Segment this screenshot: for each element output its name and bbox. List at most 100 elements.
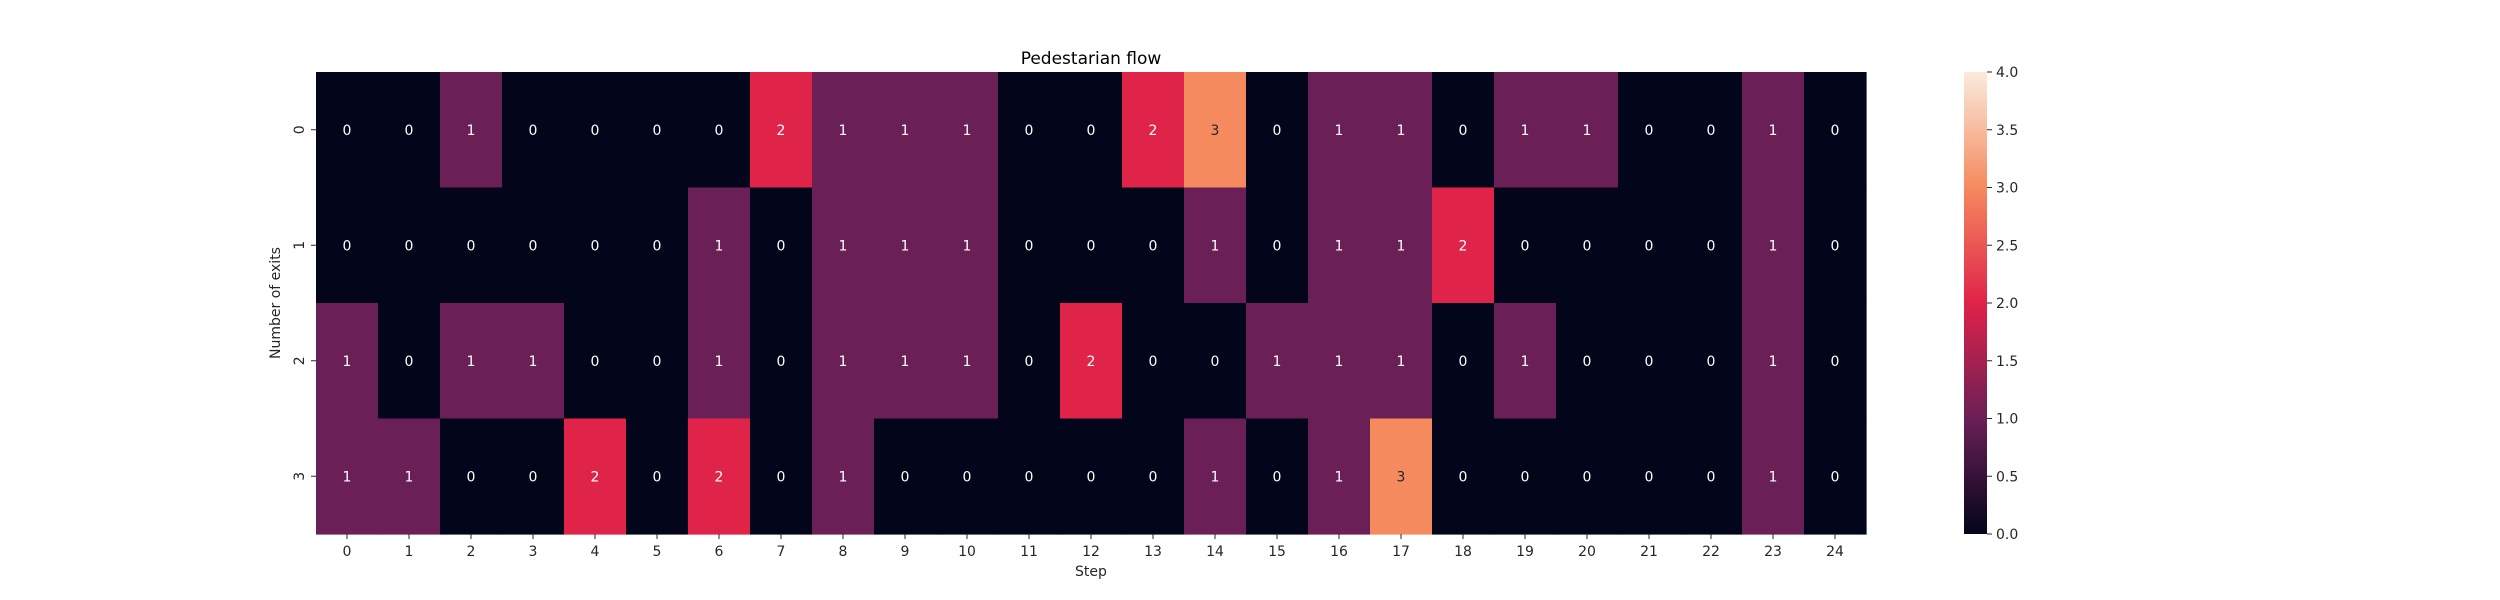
- cell-value-label: 0: [1087, 238, 1096, 254]
- heatmap-cell: [440, 72, 503, 189]
- x-tick-label: 0: [343, 544, 352, 560]
- cell-value-label: 3: [1211, 123, 1220, 139]
- cell-value-label: 1: [1769, 238, 1778, 254]
- cell-value-label: 1: [839, 238, 848, 254]
- heatmap-cell: [440, 187, 503, 304]
- x-tick-label: 10: [958, 544, 976, 560]
- cell-value-label: 1: [1211, 238, 1220, 254]
- heatmap-cell: [1680, 72, 1743, 189]
- cell-value-label: 0: [529, 238, 538, 254]
- heatmap-cell: [316, 303, 379, 420]
- heatmap-cell: [750, 187, 813, 304]
- heatmap-cell: [1618, 187, 1681, 304]
- x-tick-label: 7: [777, 544, 786, 560]
- cell-value-label: 1: [1335, 123, 1344, 139]
- heatmap-cell: [1432, 72, 1495, 189]
- x-tick-label: 2: [467, 544, 476, 560]
- heatmap-cell: [378, 303, 441, 420]
- heatmap-cell: [1804, 418, 1867, 535]
- x-tick-label: 3: [529, 544, 538, 560]
- cell-value-label: 1: [1583, 123, 1592, 139]
- cell-value-label: 0: [467, 238, 476, 254]
- cell-value-label: 0: [529, 123, 538, 139]
- heatmap-cell: [998, 72, 1061, 189]
- heatmap-cell: [378, 72, 441, 189]
- cell-value-label: 0: [1025, 469, 1034, 485]
- heatmap-cell: [316, 72, 379, 189]
- cell-value-label: 1: [1769, 469, 1778, 485]
- heatmap-cell: [564, 303, 627, 420]
- cell-value-label: 0: [343, 123, 352, 139]
- cell-value-label: 2: [1149, 123, 1158, 139]
- colorbar-tick-label: 1.5: [1996, 354, 2018, 370]
- cell-value-label: 0: [1645, 123, 1654, 139]
- heatmap-cell: [1556, 418, 1619, 535]
- heatmap-cell: [1308, 187, 1371, 304]
- heatmap-cell: [1184, 418, 1247, 535]
- heatmap-cell: [1246, 303, 1309, 420]
- heatmap-cell: [1494, 72, 1557, 189]
- cell-value-label: 1: [1397, 354, 1406, 370]
- cell-value-label: 0: [1025, 123, 1034, 139]
- chart-title: Pedestarian flow: [1021, 49, 1162, 69]
- y-axis: 0 1 2 3: [292, 125, 316, 481]
- cell-value-label: 1: [1769, 354, 1778, 370]
- heatmap-cell: [1246, 72, 1309, 189]
- heatmap-cell: [502, 303, 565, 420]
- y-tick-label: 2: [292, 356, 308, 365]
- cell-value-label: 1: [1335, 238, 1344, 254]
- cell-value-label: 1: [343, 354, 352, 370]
- cell-value-label: 1: [963, 238, 972, 254]
- cell-value-label: 0: [1211, 354, 1220, 370]
- cell-value-label: 1: [901, 123, 910, 139]
- heatmap-cell: [378, 187, 441, 304]
- heatmap-cell: [1618, 303, 1681, 420]
- x-tick-label: 17: [1392, 544, 1410, 560]
- heatmap-cell: [688, 72, 751, 189]
- cell-value-label: 0: [963, 469, 972, 485]
- heatmap-cell: [998, 418, 1061, 535]
- x-tick-label: 20: [1578, 544, 1596, 560]
- heatmap-cell: [750, 72, 813, 189]
- cell-value-label: 1: [1335, 469, 1344, 485]
- heatmap-cell: [936, 72, 999, 189]
- y-tick-label: 0: [292, 125, 308, 134]
- heatmap-cell: [440, 418, 503, 535]
- cell-value-label: 2: [591, 469, 600, 485]
- heatmap-cell: [1556, 303, 1619, 420]
- cell-value-label: 3: [1397, 469, 1406, 485]
- cell-value-label: 0: [1583, 469, 1592, 485]
- y-tick-label: 1: [292, 241, 308, 250]
- heatmap-cell: [502, 418, 565, 535]
- cell-value-label: 1: [715, 354, 724, 370]
- heatmap-cell: [1308, 72, 1371, 189]
- cell-value-label: 0: [1149, 469, 1158, 485]
- cell-value-label: 1: [1273, 354, 1282, 370]
- x-tick-label: 5: [653, 544, 662, 560]
- cell-value-label: 0: [777, 354, 786, 370]
- cell-value-label: 1: [405, 469, 414, 485]
- x-tick-label: 11: [1020, 544, 1038, 560]
- heatmap-cell: [1246, 418, 1309, 535]
- heatmap-cell: [1122, 303, 1185, 420]
- x-tick-label: 18: [1454, 544, 1472, 560]
- cell-value-label: 1: [839, 469, 848, 485]
- heatmap-cell: [936, 303, 999, 420]
- cell-value-label: 1: [1397, 123, 1406, 139]
- heatmap-cell: [1246, 187, 1309, 304]
- heatmap-cell: [316, 187, 379, 304]
- heatmap-cell: [1494, 418, 1557, 535]
- x-axis-label: Step: [1075, 564, 1107, 580]
- heatmap-cell: [1804, 303, 1867, 420]
- cell-value-label: 0: [653, 354, 662, 370]
- heatmap-cell: [1618, 72, 1681, 189]
- heatmap-cell: [998, 303, 1061, 420]
- heatmap-cell: [1370, 187, 1433, 304]
- colorbar-tick-label: 2.5: [1996, 238, 2018, 254]
- cell-value-label: 0: [1459, 469, 1468, 485]
- heatmap-cell: [1804, 187, 1867, 304]
- cell-value-label: 2: [1459, 238, 1468, 254]
- heatmap-cell: [502, 187, 565, 304]
- cell-value-label: 0: [591, 354, 600, 370]
- cell-value-label: 0: [1831, 469, 1840, 485]
